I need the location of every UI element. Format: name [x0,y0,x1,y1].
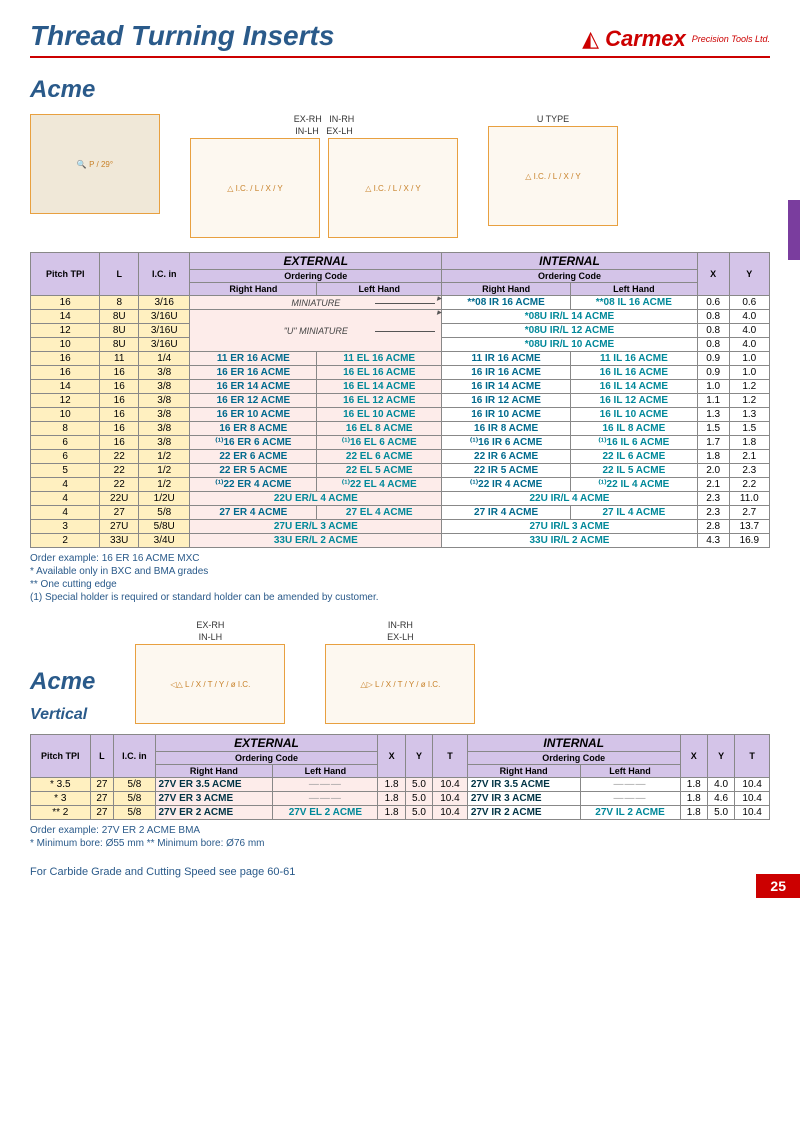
label-in-lh: IN-LH [295,126,319,136]
label-ex-rh: EX-RH [294,114,322,124]
v-hdr-external: EXTERNAL [155,735,378,752]
acme-table: Pitch TPI L I.C. in EXTERNAL INTERNAL X … [30,252,770,548]
table-row: 10163/816 ER 10 ACME16 EL 10 ACME16 IR 1… [31,408,770,422]
section1-diagrams: 🔍 P / 29° EX-RH IN-RH IN-LH EX-LH △ I.C.… [30,114,770,238]
v-hdr-pitch: Pitch TPI [31,735,91,778]
hdr-external: EXTERNAL [190,253,442,270]
table-row: * 3.5275/8 27V ER 3.5 ACME——— 1.85.010.4… [31,778,770,792]
table-row: 422U1/2U22U ER/L 4 ACME22U IR/L 4 ACME2.… [31,492,770,506]
table-row: 327U5/8U27U ER/L 3 ACME27U IR/L 3 ACME2.… [31,520,770,534]
v-hdr-ext-lh: Left Hand [273,765,378,778]
v-hdr-int-lh: Left Hand [580,765,680,778]
hdr-int-lh: Left Hand [570,283,697,296]
v-hdr-eX: X [378,735,405,778]
page-header: Thread Turning Inserts ◭ Carmex Precisio… [30,20,770,58]
hdr-Y: Y [729,253,769,296]
brand-logo: ◭ Carmex Precision Tools Ltd. [582,26,770,52]
table-row: 4275/827 ER 4 ACME27 EL 4 ACME27 IR 4 AC… [31,506,770,520]
hdr-X: X [697,253,729,296]
section2-title: Acme [30,668,95,696]
table-row: 16163/816 ER 16 ACME16 EL 16 ACME16 IR 1… [31,366,770,380]
hdr-L: L [100,253,139,296]
section1-title: Acme [30,76,770,104]
insert-diagram-ex: △ I.C. / L / X / Y [190,138,320,238]
side-tab [788,200,800,260]
table-row: 4221/2⁽¹⁾22 ER 4 ACME⁽¹⁾22 EL 4 ACME⁽¹⁾2… [31,478,770,492]
hdr-int-order: Ordering Code [442,270,698,283]
logo-icon: ◭ [582,26,599,52]
label-u-type: U TYPE [488,114,618,124]
v-hdr-IC: I.C. in [114,735,155,778]
footer-note: For Carbide Grade and Cutting Speed see … [30,866,770,878]
hdr-int-rh: Right Hand [442,283,571,296]
hdr-ext-rh: Right Hand [190,283,317,296]
v-hdr-iT: T [735,735,770,778]
table-row: 6221/222 ER 6 ACME22 EL 6 ACME22 IR 6 AC… [31,450,770,464]
page-title: Thread Turning Inserts [30,20,334,52]
section1-notes: Order example: 16 ER 16 ACME MXC* Availa… [30,552,770,604]
table-row: 233U3/4U33U ER/L 2 ACME33U IR/L 2 ACME4.… [31,534,770,548]
v-label-ex-lh: EX-LH [387,632,414,642]
hdr-internal: INTERNAL [442,253,698,270]
section2-notes: Order example: 27V ER 2 ACME BMA* Minimu… [30,824,770,850]
insert-diagram-u: △ I.C. / L / X / Y [488,126,618,226]
v-hdr-ext-order: Ordering Code [155,752,378,765]
v-hdr-eY: Y [405,735,432,778]
v-hdr-iY: Y [707,735,734,778]
v-label-in-rh: IN-RH [388,620,413,630]
v-hdr-L: L [90,735,114,778]
v-hdr-iX: X [680,735,707,778]
label-in-rh: IN-RH [329,114,354,124]
table-row: 5221/222 ER 5 ACME22 EL 5 ACME22 IR 5 AC… [31,464,770,478]
acme-vertical-table: Pitch TPI L I.C. in EXTERNAL X Y T INTER… [30,734,770,820]
section2-subtitle: Vertical [30,706,95,724]
table-row: 148U3/16U"U" MINIATURE*08U IR/L 14 ACME0… [31,310,770,324]
table-row: 16111/411 ER 16 ACME11 EL 16 ACME11 IR 1… [31,352,770,366]
table-row: 1683/16MINIATURE**08 IR 16 ACME**08 IL 1… [31,296,770,310]
vertical-diagram-2: △▷ L / X / T / Y / ø I.C. [325,644,475,724]
brand-subtitle: Precision Tools Ltd. [692,34,770,44]
v-label-in-lh: IN-LH [199,632,223,642]
v-hdr-eT: T [433,735,468,778]
hdr-pitch: Pitch TPI [31,253,100,296]
table-row: 8163/816 ER 8 ACME16 EL 8 ACME16 IR 8 AC… [31,422,770,436]
hdr-IC: I.C. in [139,253,190,296]
insert-diagram-in: △ I.C. / L / X / Y [328,138,458,238]
table-row: 14163/816 ER 14 ACME16 EL 14 ACME16 IR 1… [31,380,770,394]
table-row: * 3275/8 27V ER 3 ACME——— 1.85.010.4 27V… [31,792,770,806]
v-hdr-internal: INTERNAL [467,735,680,752]
hdr-ext-order: Ordering Code [190,270,442,283]
v-hdr-int-order: Ordering Code [467,752,680,765]
table-row: 12163/816 ER 12 ACME16 EL 12 ACME16 IR 1… [31,394,770,408]
page-number: 25 [756,874,800,898]
hdr-ext-lh: Left Hand [317,283,442,296]
label-ex-lh: EX-LH [326,126,353,136]
brand-name: Carmex [605,26,686,52]
magnifier-diagram: 🔍 P / 29° [30,114,160,214]
v-label-ex-rh: EX-RH [196,620,224,630]
v-hdr-int-rh: Right Hand [467,765,580,778]
table-row: ** 2275/8 27V ER 2 ACME27V EL 2 ACME 1.8… [31,806,770,820]
vertical-diagram-1: ◁△ L / X / T / Y / ø I.C. [135,644,285,724]
table-row: 6163/8⁽¹⁾16 ER 6 ACME⁽¹⁾16 EL 6 ACME⁽¹⁾1… [31,436,770,450]
v-hdr-ext-rh: Right Hand [155,765,273,778]
